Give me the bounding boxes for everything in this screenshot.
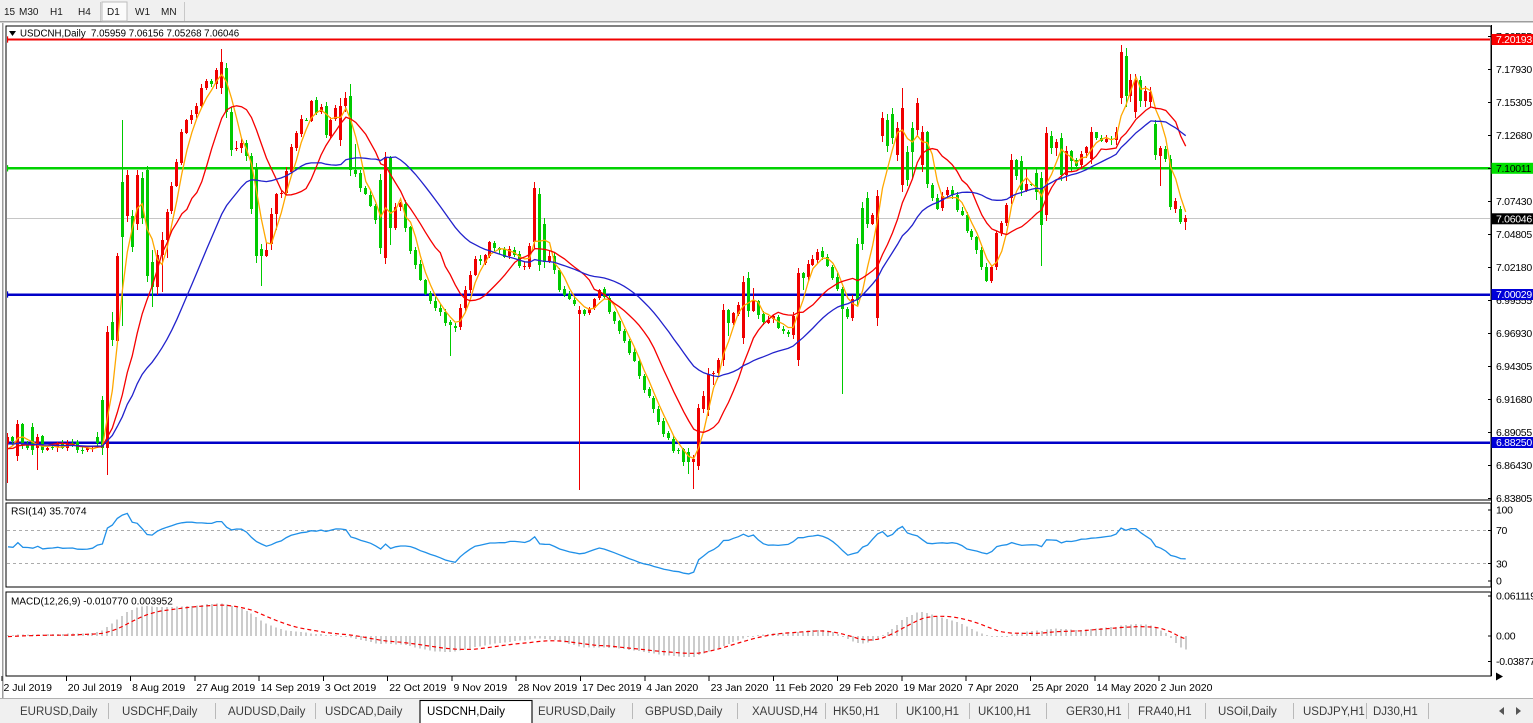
svg-text:D1: D1 <box>107 7 120 18</box>
svg-text:29 Feb 2020: 29 Feb 2020 <box>839 682 898 694</box>
svg-text:6.88250: 6.88250 <box>1496 437 1532 449</box>
svg-text:H4: H4 <box>78 7 91 18</box>
svg-text:7.07430: 7.07430 <box>1496 196 1532 208</box>
svg-text:FRA40,H1: FRA40,H1 <box>1138 706 1192 718</box>
svg-text:28 Nov 2019: 28 Nov 2019 <box>518 682 578 694</box>
svg-text:MN: MN <box>161 7 177 18</box>
svg-text:7.20193: 7.20193 <box>1496 34 1532 46</box>
svg-text:USDCAD,Daily: USDCAD,Daily <box>325 706 403 718</box>
svg-text:100: 100 <box>1496 505 1513 517</box>
svg-text:EURUSD,Daily: EURUSD,Daily <box>20 706 98 718</box>
svg-text:XAUUSD,H4: XAUUSD,H4 <box>752 706 818 718</box>
svg-text:23 Jan 2020: 23 Jan 2020 <box>711 682 769 694</box>
svg-text:20 Jul 2019: 20 Jul 2019 <box>68 682 122 694</box>
svg-text:7.04805: 7.04805 <box>1496 229 1532 241</box>
svg-text:0: 0 <box>1496 576 1502 588</box>
svg-text:AUDUSD,Daily: AUDUSD,Daily <box>228 706 306 718</box>
svg-text:17 Dec 2019: 17 Dec 2019 <box>582 682 642 694</box>
svg-text:USDCHF,Daily: USDCHF,Daily <box>122 706 198 718</box>
svg-text:70: 70 <box>1496 525 1508 537</box>
svg-text:4 Jan 2020: 4 Jan 2020 <box>646 682 698 694</box>
svg-text:7.15305: 7.15305 <box>1496 97 1532 109</box>
svg-text:27 Aug 2019: 27 Aug 2019 <box>196 682 255 694</box>
svg-text:6.91680: 6.91680 <box>1496 394 1532 406</box>
svg-text:W1: W1 <box>135 7 150 18</box>
svg-text:UK100,H1: UK100,H1 <box>906 706 959 718</box>
svg-text:MACD(12,26,9) -0.010770 0.0039: MACD(12,26,9) -0.010770 0.003952 <box>11 597 173 608</box>
svg-text:6.89055: 6.89055 <box>1496 427 1532 439</box>
svg-text:25 Apr 2020: 25 Apr 2020 <box>1032 682 1089 694</box>
svg-text:7.12680: 7.12680 <box>1496 130 1532 142</box>
svg-text:H1: H1 <box>50 7 63 18</box>
svg-text:7.02180: 7.02180 <box>1496 262 1532 274</box>
svg-text:USDCNH,Daily: USDCNH,Daily <box>427 706 505 718</box>
svg-text:30: 30 <box>1496 558 1508 570</box>
svg-text:UK100,H1: UK100,H1 <box>978 706 1031 718</box>
svg-text:7.10011: 7.10011 <box>1496 163 1532 175</box>
svg-text:USDCNH,Daily 7.05959 7.06156: USDCNH,Daily 7.05959 7.06156 7.05268 7.0… <box>20 29 239 40</box>
svg-text:6.83805: 6.83805 <box>1496 493 1532 505</box>
svg-text:2 Jun 2020: 2 Jun 2020 <box>1161 682 1213 694</box>
svg-text:USOil,Daily: USOil,Daily <box>1218 706 1277 718</box>
svg-text:RSI(14) 35.7074: RSI(14) 35.7074 <box>11 507 87 518</box>
svg-text:DJ30,H1: DJ30,H1 <box>1373 706 1418 718</box>
svg-text:19 Mar 2020: 19 Mar 2020 <box>903 682 962 694</box>
svg-text:M30: M30 <box>19 7 39 18</box>
svg-text:HK50,H1: HK50,H1 <box>833 706 880 718</box>
svg-text:7.06046: 7.06046 <box>1496 214 1532 226</box>
svg-text:EURUSD,Daily: EURUSD,Daily <box>538 706 616 718</box>
svg-text:15: 15 <box>4 7 16 18</box>
svg-text:USDJPY,H1: USDJPY,H1 <box>1303 706 1365 718</box>
svg-text:7.17930: 7.17930 <box>1496 64 1532 76</box>
svg-text:6.86430: 6.86430 <box>1496 460 1532 472</box>
svg-text:0.00: 0.00 <box>1496 631 1516 643</box>
svg-text:6.96930: 6.96930 <box>1496 328 1532 340</box>
svg-text:9 Nov 2019: 9 Nov 2019 <box>454 682 508 694</box>
svg-text:7.00029: 7.00029 <box>1496 289 1532 301</box>
svg-text:8 Aug 2019: 8 Aug 2019 <box>132 682 185 694</box>
svg-text:3 Oct 2019: 3 Oct 2019 <box>325 682 377 694</box>
svg-text:7 Apr 2020: 7 Apr 2020 <box>968 682 1019 694</box>
svg-text:GBPUSD,Daily: GBPUSD,Daily <box>645 706 723 718</box>
svg-text:22 Oct 2019: 22 Oct 2019 <box>389 682 446 694</box>
svg-text:GER30,H1: GER30,H1 <box>1066 706 1122 718</box>
svg-text:6.94305: 6.94305 <box>1496 361 1532 373</box>
svg-text:14 May 2020: 14 May 2020 <box>1096 682 1157 694</box>
svg-text:11 Feb 2020: 11 Feb 2020 <box>775 682 833 694</box>
svg-text:2 Jul 2019: 2 Jul 2019 <box>4 682 53 694</box>
svg-text:0.061119: 0.061119 <box>1496 591 1533 603</box>
svg-text:14 Sep 2019: 14 Sep 2019 <box>261 682 321 694</box>
